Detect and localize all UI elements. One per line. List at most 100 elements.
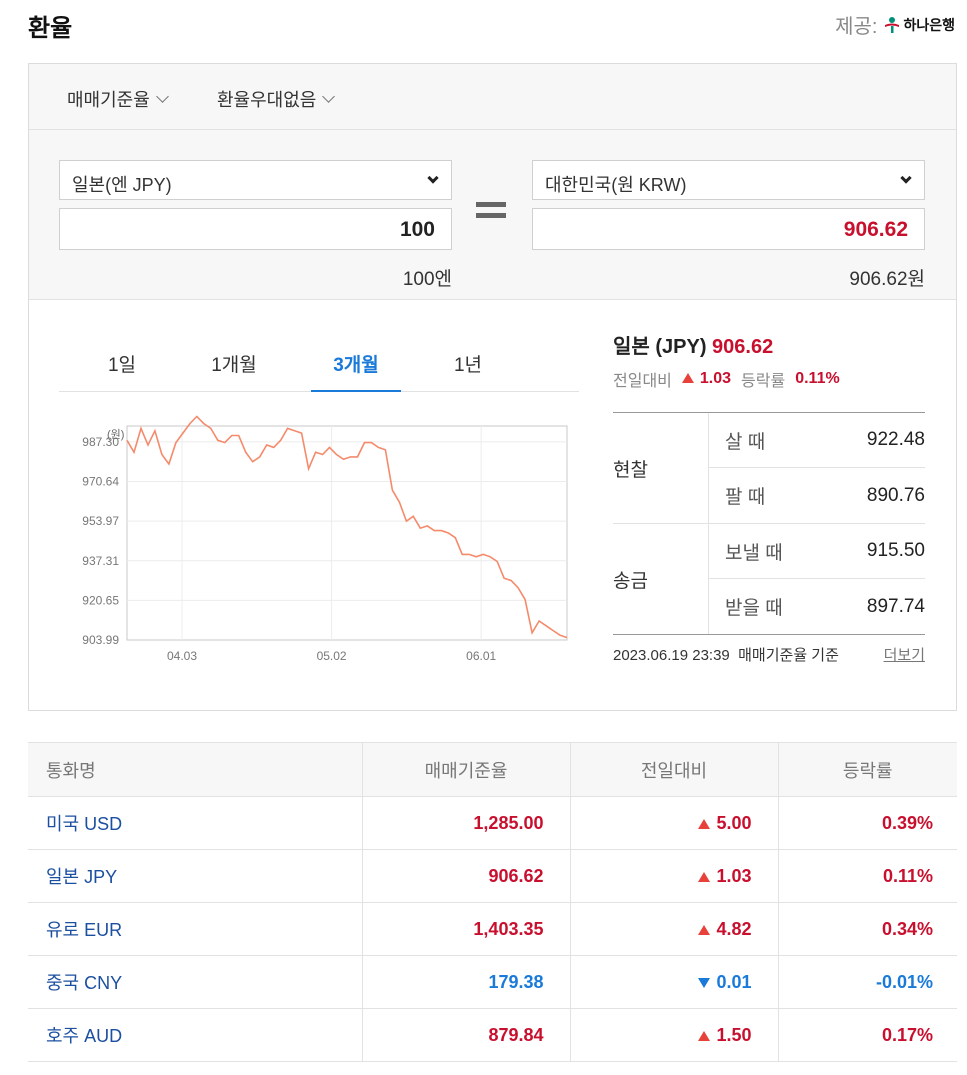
currency-pct: 0.11% xyxy=(777,849,957,903)
equals-icon xyxy=(476,202,506,224)
exchange-panel: 매매기준율 환율우대없음 일본(엔 JPY) 100 100엔 대한민국(원 K… xyxy=(28,63,957,711)
chart-frame xyxy=(126,425,568,641)
currency-rate: 906.62 xyxy=(361,849,570,903)
currency-change: 1.03 xyxy=(569,849,778,903)
remit-group: 송금 보낼 때 915.50 받을 때 897.74 xyxy=(613,524,925,634)
to-amount-input[interactable]: 906.62 xyxy=(532,208,925,250)
rates-table: 현찰 살 때 922.48 팔 때 890.76 송금 보낼 때 915.50 받을 … xyxy=(613,412,925,635)
caret-down-icon xyxy=(900,172,912,184)
provider: 제공: 하나은행 xyxy=(835,10,955,39)
currency-change-value: 5.00 xyxy=(716,812,752,833)
provider-name: 하나은행 xyxy=(903,16,955,33)
currency-rate: 1,403.35 xyxy=(361,902,570,956)
basis-text: 매매기준율 기준 xyxy=(738,647,839,664)
caret-down-icon xyxy=(427,172,439,184)
currency-name-link[interactable]: 일본 JPY xyxy=(46,867,118,887)
x-tick-label: 05.02 xyxy=(317,649,347,663)
remit-label: 송금 xyxy=(613,524,709,634)
from-amount-input[interactable]: 100 xyxy=(59,208,452,250)
currency-name-link[interactable]: 유로 EUR xyxy=(46,920,123,940)
sell-value: 890.76 xyxy=(866,484,925,506)
from-currency-select[interactable]: 일본(엔 JPY) xyxy=(59,160,452,200)
x-tick-label: 04.03 xyxy=(167,649,197,663)
currency-name-link[interactable]: 미국 USD xyxy=(46,814,123,834)
currency-pct: 0.17% xyxy=(777,1008,957,1062)
buy-value: 922.48 xyxy=(866,429,925,450)
triangle-up-icon xyxy=(698,871,711,882)
table-row[interactable]: 호주 AUD 879.84 1.50 0.17% xyxy=(28,1008,957,1062)
page-title: 환율 xyxy=(28,15,73,42)
period-tabs: 1일 1개월 3개월 1년 xyxy=(59,342,579,392)
currency-name-link[interactable]: 호주 AUD xyxy=(46,1026,123,1046)
table-row[interactable]: 유로 EUR 1,403.35 4.82 0.34% xyxy=(28,902,957,956)
y-tick-label: 970.64 xyxy=(82,475,119,489)
col-header-name: 통화명 xyxy=(28,742,362,797)
timestamp: 2023.06.19 23:39 xyxy=(613,647,730,664)
bank-logo-icon xyxy=(885,16,900,33)
tab-1day[interactable]: 1일 xyxy=(107,355,137,376)
bank-logo: 하나은행 xyxy=(883,15,955,35)
triangle-up-icon xyxy=(681,373,694,383)
chevron-down-icon xyxy=(155,89,169,103)
converter: 일본(엔 JPY) 100 100엔 대한민국(원 KRW) 906.62 90… xyxy=(29,130,956,300)
tab-1year[interactable]: 1년 xyxy=(453,355,483,376)
chevron-down-icon xyxy=(322,89,336,103)
triangle-up-icon xyxy=(698,818,711,829)
currency-rate: 179.38 xyxy=(361,955,570,1009)
currency-change-value: 1.03 xyxy=(716,865,752,886)
discount-label: 환율우대없음 xyxy=(217,90,317,110)
triangle-down-icon xyxy=(698,977,711,988)
from-currency-label: 일본(엔 JPY) xyxy=(72,175,172,195)
rate-row: 받을 때 897.74 xyxy=(709,579,925,634)
rate-row: 보낼 때 915.50 xyxy=(709,524,925,579)
col-header-pct: 등락률 xyxy=(777,742,957,797)
change-value: 1.03 xyxy=(699,370,732,387)
y-tick-label: 903.99 xyxy=(82,633,119,647)
tab-3month[interactable]: 3개월 xyxy=(311,350,401,392)
cash-label: 현찰 xyxy=(613,413,709,523)
tab-1month[interactable]: 1개월 xyxy=(211,355,257,376)
sell-label: 팔 때 xyxy=(725,487,766,508)
options-bar: 매매기준율 환율우대없음 xyxy=(29,64,956,130)
currency-change-value: 0.01 xyxy=(716,971,752,992)
currency-name-link[interactable]: 중국 CNY xyxy=(46,973,123,993)
quote-name: 일본 (JPY) xyxy=(613,336,707,358)
y-tick-label: 953.97 xyxy=(82,514,119,528)
currency-rate: 1,285.00 xyxy=(361,796,570,850)
rate-chart: (원)987.30 970.64 953.97 937.31 920.65 903.99 0… xyxy=(82,415,568,663)
triangle-up-icon xyxy=(698,924,711,935)
currency-change: 0.01 xyxy=(569,955,778,1009)
send-value: 915.50 xyxy=(866,540,925,561)
currency-pct: 0.39% xyxy=(777,796,957,850)
quote-value: 906.62 xyxy=(712,336,774,358)
table-row[interactable]: 일본 JPY 906.62 1.03 0.11% xyxy=(28,849,957,903)
currency-pct: 0.34% xyxy=(777,902,957,956)
currency-rate: 879.84 xyxy=(361,1008,570,1062)
x-tick-label: 06.01 xyxy=(466,649,496,663)
rate-footer: 2023.06.19 23:39 매매기준율 기준 더보기 xyxy=(613,644,925,665)
currency-change: 4.82 xyxy=(569,902,778,956)
currency-change: 5.00 xyxy=(569,796,778,850)
buy-label: 살 때 xyxy=(725,431,766,453)
more-link[interactable]: 더보기 xyxy=(883,647,925,664)
currency-change-value: 1.50 xyxy=(716,1024,752,1045)
to-currency-select[interactable]: 대한민국(원 KRW) xyxy=(532,160,925,200)
table-row[interactable]: 중국 CNY 179.38 0.01 -0.01% xyxy=(28,955,957,1009)
currency-change: 1.50 xyxy=(569,1008,778,1062)
discount-dropdown[interactable]: 환율우대없음 xyxy=(217,86,336,112)
rate-row: 살 때 922.48 xyxy=(709,413,925,468)
quote-summary: 일본 (JPY) 906.62 전일대비 1.03 등락률 0.11% xyxy=(613,330,925,391)
y-tick-label: 937.31 xyxy=(82,554,119,568)
from-unit-text: 100엔 xyxy=(402,269,452,290)
rate-type-dropdown[interactable]: 매매기준율 xyxy=(67,86,169,112)
series-line xyxy=(126,415,568,639)
rate-type-label: 매매기준율 xyxy=(67,90,150,110)
provider-label: 제공: xyxy=(835,16,878,38)
send-label: 보낼 때 xyxy=(725,542,783,564)
currency-table: 통화명 매매기준율 전일대비 등락률 미국 USD 1,285.00 5.00 0.3… xyxy=(28,742,957,1062)
triangle-up-icon xyxy=(698,1030,711,1041)
y-tick-label: 987.30 xyxy=(82,435,119,449)
to-unit-text: 906.62원 xyxy=(849,269,925,290)
table-row[interactable]: 미국 USD 1,285.00 5.00 0.39% xyxy=(28,796,957,850)
chart-unit-label: (원) xyxy=(107,428,124,441)
